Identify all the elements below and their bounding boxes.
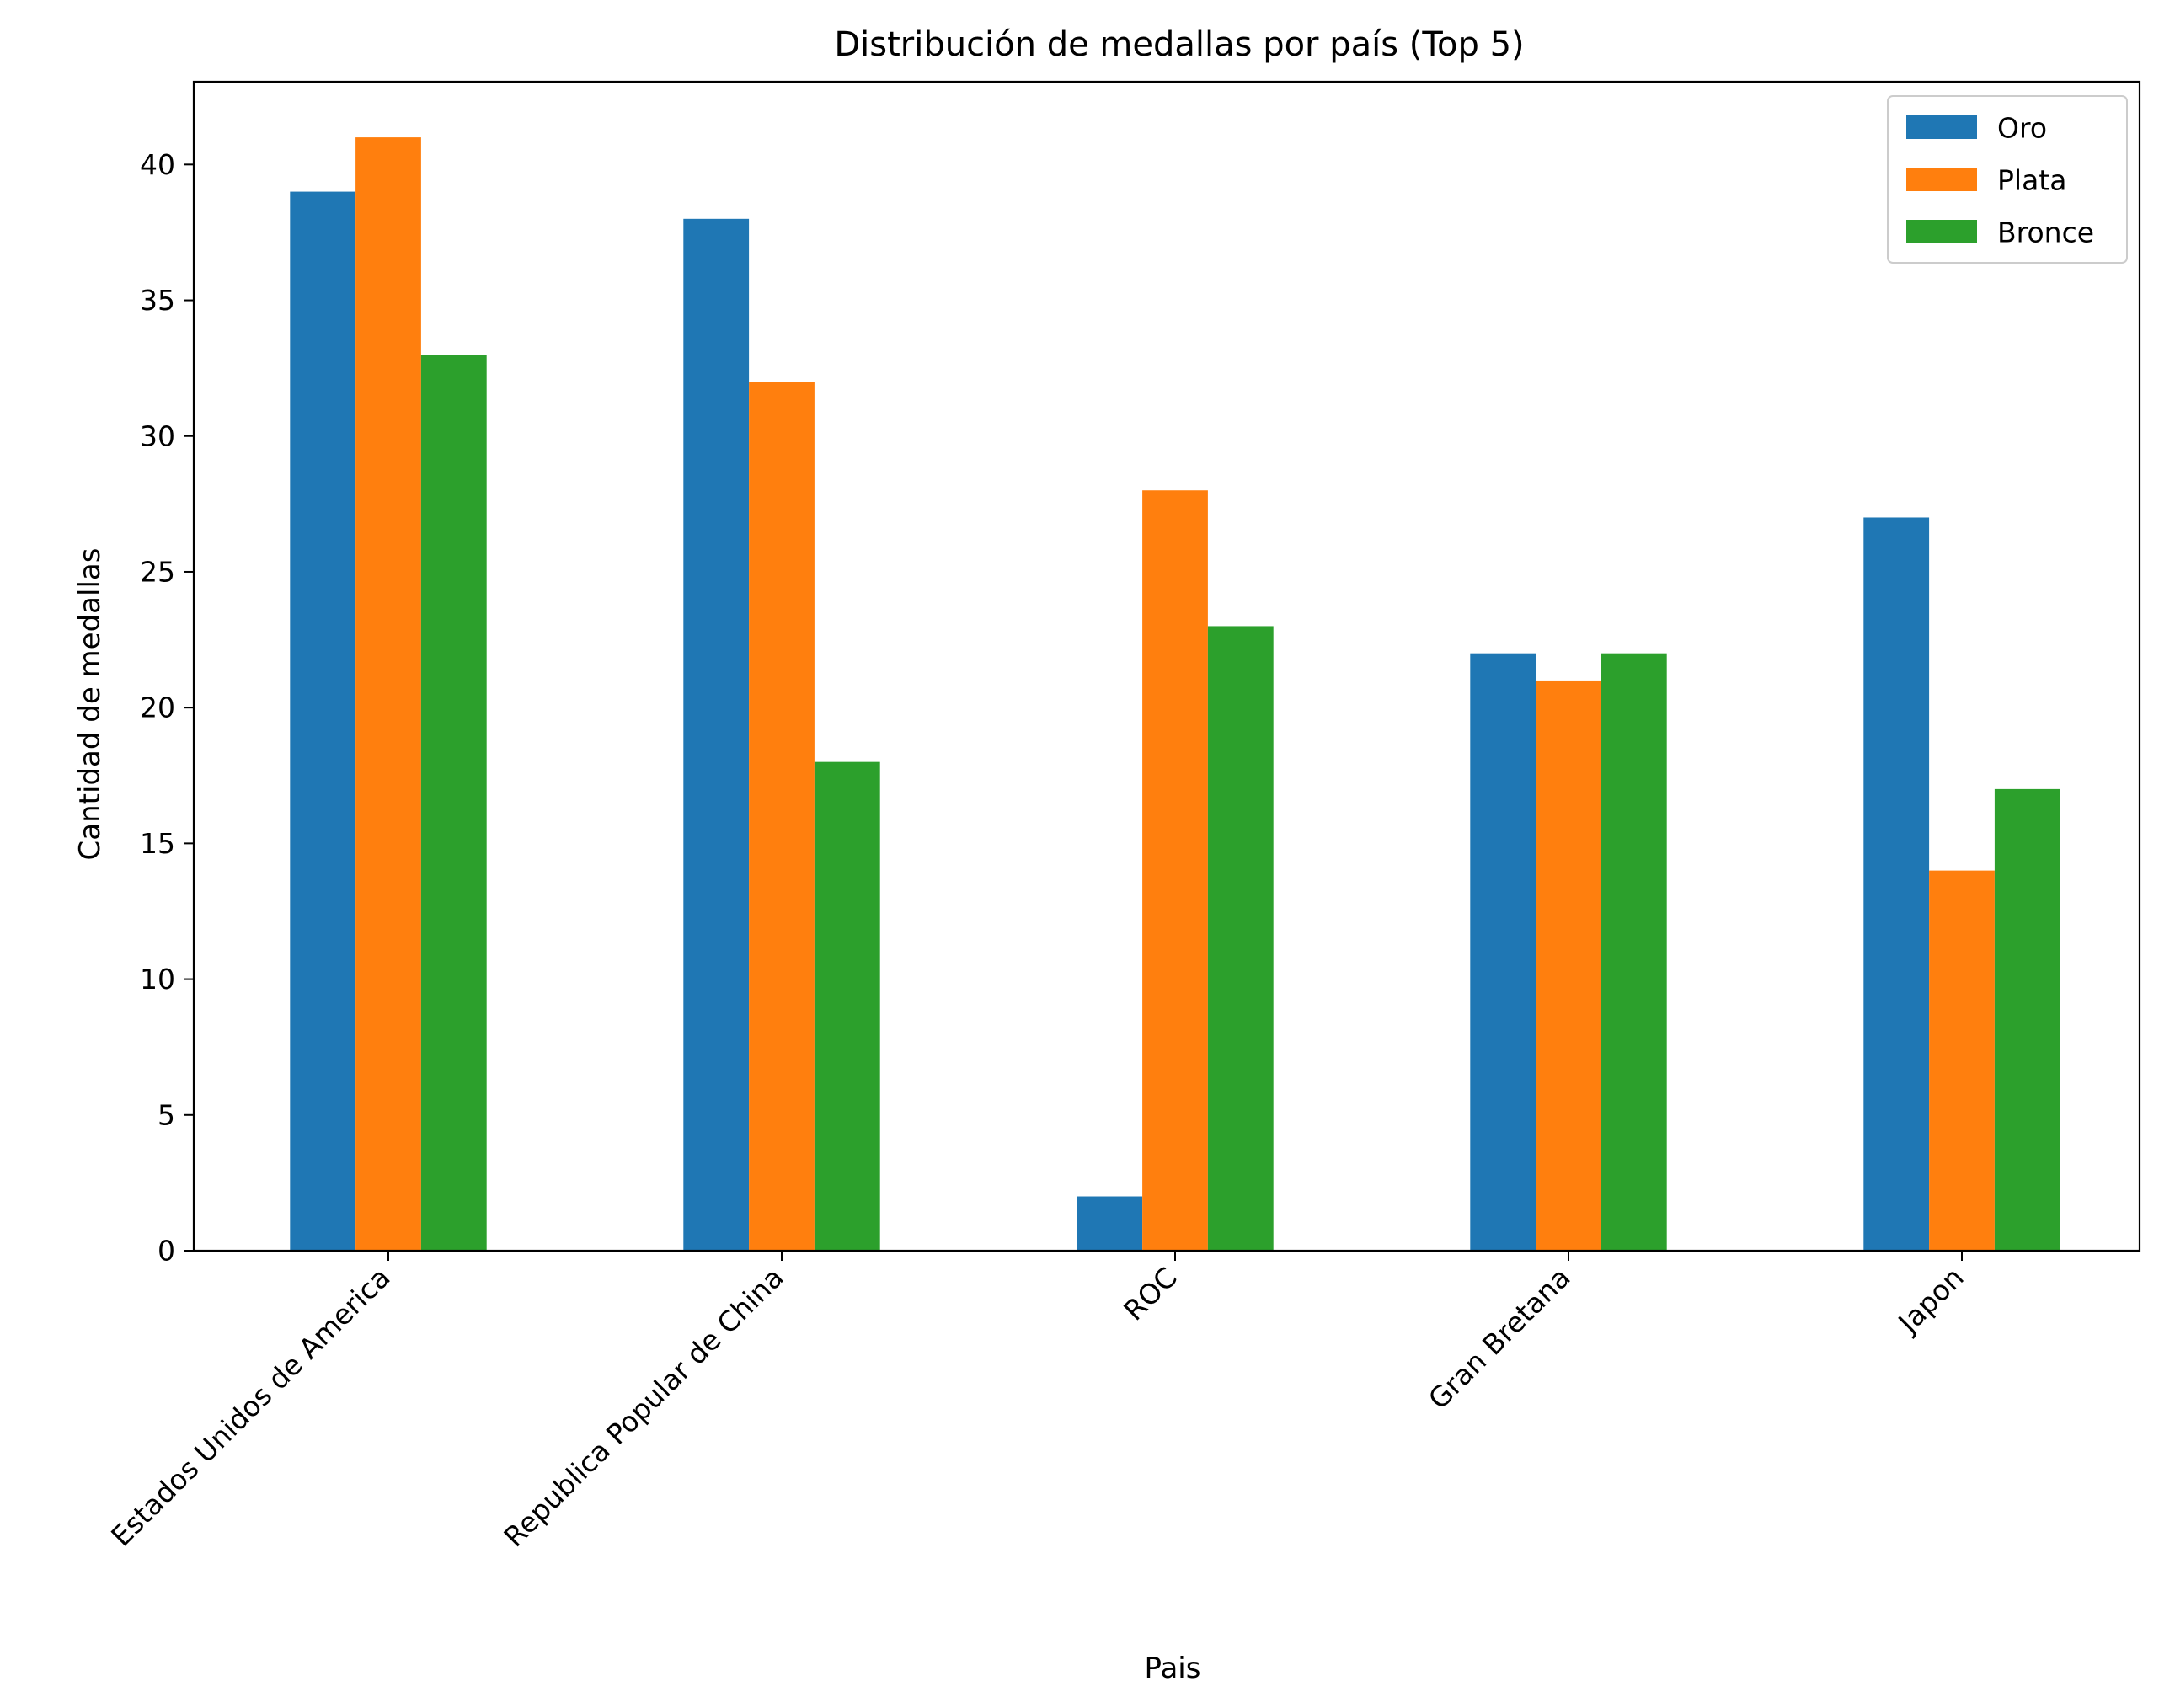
y-axis: 0 5 10 15 20 25 30 35 40 [140, 148, 194, 1268]
bar-oro-4 [1863, 517, 1930, 1251]
legend-swatch-plata [1906, 168, 1977, 191]
y-tick-label: 10 [140, 963, 175, 995]
bar-oro-3 [1470, 653, 1536, 1251]
bar-oro-2 [1077, 1196, 1143, 1251]
bar-bronce-2 [1207, 626, 1274, 1251]
legend-label-bronce: Bronce [1997, 216, 2094, 249]
bar-bronce-4 [1994, 788, 2060, 1251]
y-tick-label: 15 [140, 827, 175, 860]
y-tick-label: 25 [140, 555, 175, 588]
bar-plata-4 [1929, 870, 1995, 1251]
legend-swatch-oro [1906, 115, 1977, 139]
legend-label-oro: Oro [1997, 112, 2047, 145]
legend: Oro Plata Bronce [1887, 95, 2128, 264]
plot-frame [192, 80, 2141, 1252]
bar-bronce-0 [420, 355, 487, 1252]
y-axis-label: Cantidad de medallas [73, 548, 107, 861]
y-tick-label: 20 [140, 691, 175, 724]
y-tick-label: 35 [140, 284, 175, 317]
bar-oro-1 [683, 218, 750, 1252]
y-tick-label: 30 [140, 419, 175, 452]
bar-plata-2 [1142, 490, 1208, 1251]
bar-bronce-1 [814, 761, 880, 1251]
bar-plata-0 [355, 137, 421, 1252]
bar-plata-3 [1536, 680, 1601, 1251]
y-tick-label: 0 [158, 1235, 175, 1268]
y-tick-label: 5 [158, 1098, 175, 1131]
legend-label-plata: Plata [1997, 164, 2066, 197]
bar-plata-1 [749, 382, 815, 1252]
legend-swatch-bronce [1906, 220, 1977, 243]
x-axis-label: Pais [1145, 1652, 1201, 1685]
chart-title: Distribución de medallas por país (Top 5… [834, 25, 1524, 64]
y-tick-label: 40 [140, 148, 175, 181]
bar-bronce-3 [1601, 653, 1667, 1251]
bar-oro-0 [290, 191, 356, 1252]
bars-layer [290, 137, 2060, 1252]
